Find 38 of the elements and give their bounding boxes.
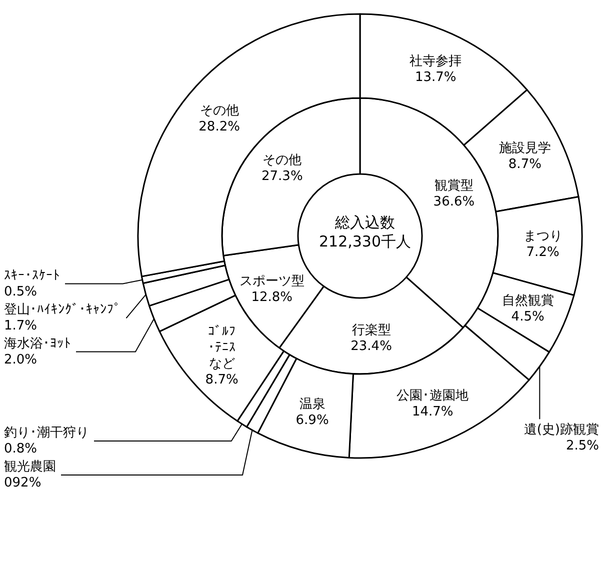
- data-label: 8.7%: [205, 372, 238, 388]
- data-label: 7.2%: [526, 244, 560, 260]
- data-label: 1.7%: [4, 318, 38, 334]
- data-label: 4.5%: [511, 309, 544, 324]
- data-label: 27.3%: [262, 169, 303, 184]
- slice-label: その他: [200, 103, 239, 118]
- slice-label: 社寺参拝: [410, 54, 462, 69]
- slice-label: まつり: [523, 228, 562, 244]
- data-label: 2.0%: [4, 352, 38, 368]
- slice-label: 遺(史)跡観賞: [524, 422, 599, 438]
- data-label: 092%: [4, 475, 42, 490]
- slice-label: その他: [262, 153, 302, 168]
- data-label: 2.5%: [566, 438, 599, 454]
- slice-label: 釣り･潮干狩り: [4, 425, 89, 440]
- text: 212,330千人: [318, 232, 412, 250]
- slice-label: ｺﾞﾙﾌ･ﾃﾆｽなど: [208, 324, 236, 372]
- slice-label: 海水浴･ﾖｯﾄ: [4, 336, 71, 352]
- data-label: 36.6%: [433, 194, 475, 210]
- data-label: 12.8%: [251, 290, 293, 305]
- data-label: 23.4%: [350, 338, 392, 354]
- slice-label: 観光農園: [4, 459, 56, 474]
- slice-label: 自然観賞: [502, 293, 554, 308]
- data-label: 28.2%: [198, 119, 240, 134]
- data-label: 8.7%: [508, 157, 542, 172]
- slice-label: 施設見学: [498, 141, 551, 156]
- data-label: 6.9%: [296, 413, 329, 428]
- slice-label: ｽｷｰ･ｽｹｰﾄ: [4, 268, 60, 284]
- slice-label: 行楽型: [352, 322, 391, 338]
- slice-label: 観賞型: [434, 178, 474, 194]
- slice-label: 温泉: [299, 397, 326, 412]
- data-label: 14.7%: [412, 404, 454, 420]
- data-label: 0.8%: [4, 441, 38, 456]
- text: 総入込数: [334, 214, 395, 232]
- data-label: 0.5%: [4, 284, 38, 300]
- data-label: 13.7%: [414, 70, 456, 85]
- slice-label: スポーツ型: [239, 274, 304, 289]
- slice-label: 公園･遊園地: [396, 388, 469, 404]
- slice-label: 登山･ﾊｲｷﾝｸﾞ･ｷｬﾝﾌﾟ: [4, 302, 121, 318]
